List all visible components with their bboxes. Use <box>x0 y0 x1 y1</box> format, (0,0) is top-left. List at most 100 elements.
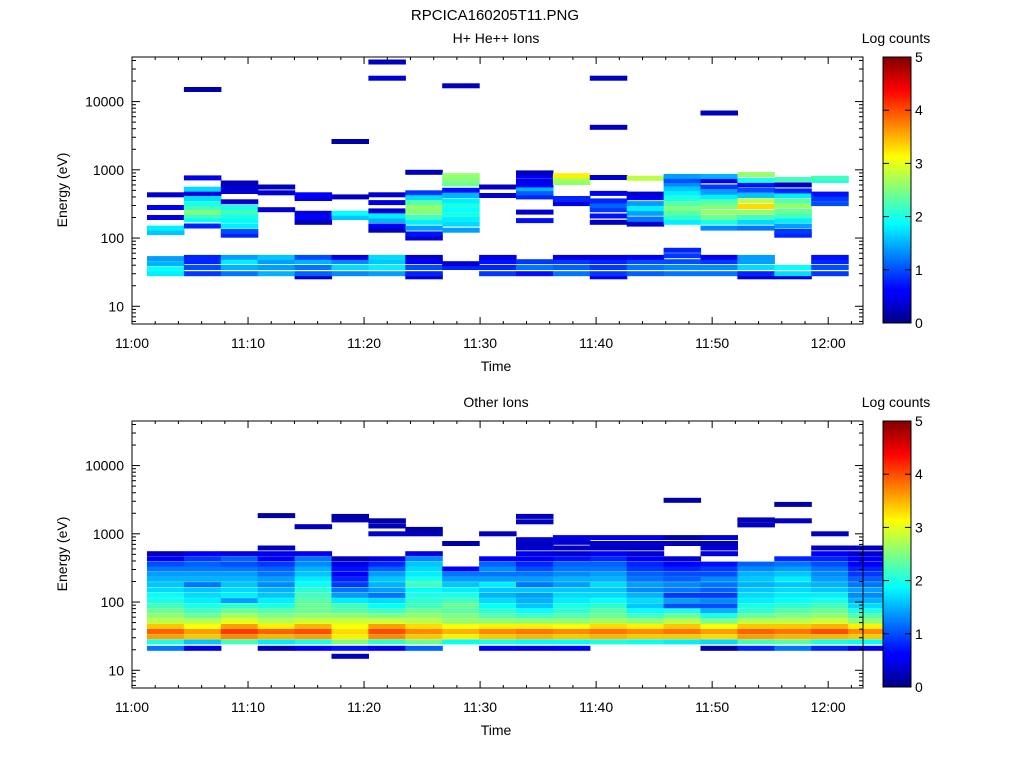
heatmap-cell <box>516 513 554 519</box>
heatmap-cell <box>737 623 775 629</box>
heatmap-cell <box>774 501 812 507</box>
heatmap-cell <box>183 213 222 219</box>
heatmap-cell <box>147 192 185 198</box>
heatmap-cell <box>368 518 406 524</box>
heatmap-cell <box>220 566 259 572</box>
axis-ticks: 11:00 11:10 11:20 11:30 11:40 11:50 12:00 10 100… <box>85 57 863 351</box>
heatmap-cell <box>516 265 554 270</box>
heatmap-cell <box>405 571 443 577</box>
heatmap-cell <box>257 551 296 557</box>
y-tick-label: 10 <box>108 662 124 678</box>
heatmap-cell <box>257 259 296 265</box>
colorbar-tick-label: 3 <box>915 155 923 171</box>
heatmap-cell <box>811 545 849 551</box>
heatmap-cell <box>368 639 406 645</box>
heatmap-cell <box>368 523 406 529</box>
heatmap-cells <box>147 59 849 280</box>
heatmap-cell <box>811 196 849 201</box>
heatmap-cell <box>479 603 517 609</box>
x-tick-label: 12:00 <box>811 699 846 715</box>
heatmap-cell <box>479 259 517 265</box>
heatmap-cell <box>331 566 369 572</box>
heatmap-cell <box>700 623 738 629</box>
heatmap-cell <box>552 201 591 207</box>
heatmap-cell <box>552 639 591 645</box>
heatmap-cell <box>848 576 886 582</box>
heatmap-cell <box>331 561 369 567</box>
heatmap-cell <box>442 613 480 619</box>
heatmap-cell <box>183 175 222 181</box>
heatmap-cell <box>294 271 333 277</box>
heatmap-cell <box>700 199 738 205</box>
heatmap-cell <box>257 645 296 651</box>
heatmap-cell <box>516 566 554 572</box>
heatmap-cell <box>589 623 628 629</box>
heatmap-cell <box>589 598 628 604</box>
figure-title: RPCICA160205T11.PNG <box>411 7 579 24</box>
heatmap-cell <box>552 645 591 651</box>
heatmap-cell <box>737 225 775 231</box>
heatmap-cell <box>220 623 259 629</box>
heatmap-cell <box>183 223 222 229</box>
heatmap-cell <box>257 545 296 551</box>
heatmap-cell <box>147 266 185 272</box>
heatmap-cell <box>331 194 369 200</box>
colorbar <box>882 420 912 688</box>
heatmap-cell <box>220 218 259 224</box>
colorbar-label: Log counts <box>862 394 931 410</box>
heatmap-cell <box>405 225 443 231</box>
heatmap-cell <box>737 613 775 619</box>
heatmap-cell <box>294 219 333 225</box>
heatmap-cell <box>405 235 443 241</box>
heatmap-cell <box>700 613 738 619</box>
heatmap-cell <box>220 189 259 194</box>
heatmap-cell <box>626 582 665 588</box>
heatmap-cell <box>589 618 628 624</box>
heatmap-cell <box>589 551 628 557</box>
heatmap-cell <box>257 623 296 629</box>
heatmap-cell <box>737 576 775 582</box>
heatmap-cell <box>589 576 628 582</box>
heatmap-cell <box>774 265 812 270</box>
heatmap-cell <box>737 517 775 523</box>
colorbar-tick-label: 3 <box>915 519 923 535</box>
colorbar-tick-label: 0 <box>915 315 923 331</box>
heatmap-cell <box>147 256 185 262</box>
heatmap-cell <box>848 613 886 619</box>
heatmap-cell <box>589 274 628 280</box>
heatmap-cell <box>220 259 259 265</box>
heatmap-cell <box>700 204 738 209</box>
heatmap-cell <box>737 198 775 204</box>
heatmap-cell <box>811 175 849 181</box>
heatmap-cell <box>700 541 738 546</box>
heatmap-cell <box>220 205 259 210</box>
heatmap-cell <box>147 215 185 220</box>
heatmap-cell <box>220 199 259 205</box>
heatmap-cell <box>626 254 665 260</box>
heatmap-cell <box>147 556 185 562</box>
heatmap-cell <box>442 587 480 593</box>
heatmap-cell <box>183 618 222 624</box>
heatmap-cell <box>774 603 812 609</box>
heatmap-cell <box>442 629 480 634</box>
heatmap-cell <box>774 587 812 593</box>
heatmap-cell <box>774 629 812 634</box>
heatmap-cell <box>516 629 554 634</box>
heatmap-cell <box>737 265 775 270</box>
heatmap-cell <box>405 215 443 220</box>
heatmap-cell <box>368 608 406 614</box>
heatmap-cell <box>516 613 554 619</box>
heatmap-cell <box>516 259 554 265</box>
heatmap-cell <box>220 629 259 634</box>
colorbar-tick-label: 2 <box>915 573 923 589</box>
heatmap-cell <box>811 613 849 619</box>
axis-ticks: 11:00 11:10 11:20 11:30 11:40 11:50 12:00 10 100… <box>85 421 863 715</box>
heatmap-cell <box>183 265 222 270</box>
heatmap-cell <box>811 254 849 260</box>
heatmap-cell <box>663 582 702 588</box>
heatmap-cell <box>257 571 296 577</box>
heatmap-cell <box>663 173 702 179</box>
heatmap-cell <box>405 608 443 614</box>
heatmap-cell <box>405 582 443 588</box>
heatmap-cell <box>589 271 628 277</box>
